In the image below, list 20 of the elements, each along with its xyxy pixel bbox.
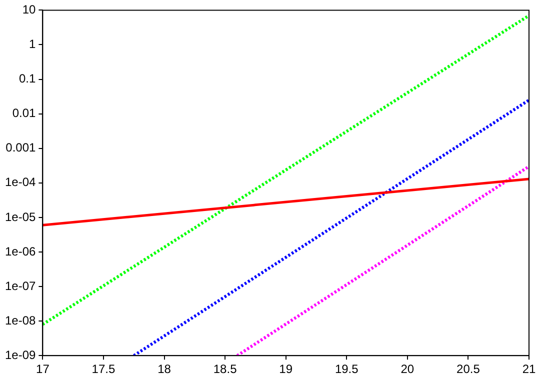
x-tick-label: 20.5 [456,362,480,376]
x-tick-label: 17 [36,362,50,376]
y-tick-label: 0.01 [12,106,36,120]
x-tick-label: 20 [400,362,414,376]
y-tick-label: 0.1 [19,72,36,86]
x-tick-label: 19.5 [334,362,359,376]
y-tick-label: 10 [22,2,36,17]
y-tick-label: 1e-05 [4,210,36,224]
x-tick-label: 18 [158,362,172,376]
y-tick-label: 1e-04 [4,175,36,190]
x-tick-label: 17.5 [92,362,116,376]
y-tick-label: 1e-09 [4,348,36,362]
x-tick-label: 21 [522,362,536,376]
y-tick-label: 1e-08 [4,313,36,328]
x-tick-label: 19 [279,362,293,376]
y-tick-label: 1e-07 [4,278,36,293]
y-tick-label: 1 [29,37,36,52]
y-tick-label: 0.001 [6,140,36,155]
y-tick-label: 1e-06 [4,244,36,258]
x-tick-label: 18.5 [213,362,238,376]
